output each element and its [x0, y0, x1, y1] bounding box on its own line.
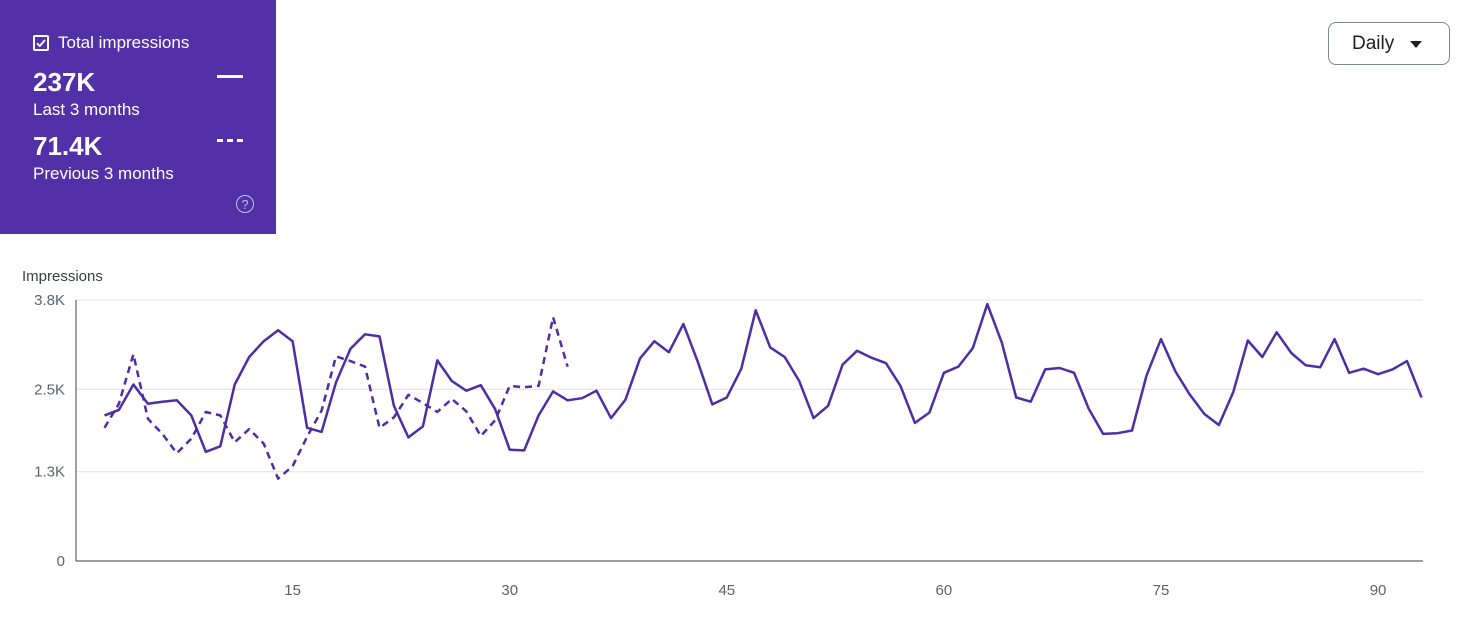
dashed-line-legend-icon	[217, 139, 243, 142]
dropdown-arrow-icon	[1410, 41, 1422, 48]
current-period-line	[104, 302, 1423, 454]
total-impressions-card[interactable]: Total impressions 237K Last 3 months 71.…	[0, 0, 276, 234]
y-axis-title: Impressions	[22, 268, 103, 285]
x-tick-label: 60	[936, 582, 953, 599]
y-tick-label: 1.3K	[34, 464, 65, 481]
granularity-dropdown[interactable]: Daily	[1328, 22, 1450, 65]
previous-period-value: 71.4K	[33, 131, 103, 161]
help-circle-icon[interactable]: ?	[236, 195, 254, 213]
current-period-label: Last 3 months	[33, 100, 140, 119]
x-tick-label: 30	[501, 582, 518, 599]
previous-period-line	[103, 315, 569, 480]
y-tick-label: 2.5K	[34, 381, 65, 398]
x-tick-label: 45	[718, 582, 735, 599]
y-tick-label: 0	[57, 553, 65, 570]
x-tick-label: 75	[1153, 582, 1170, 599]
x-tick-label: 90	[1370, 582, 1387, 599]
previous-period-label: Previous 3 months	[33, 164, 174, 183]
metric-label: Total impressions	[58, 33, 190, 52]
y-tick-label: 3.8K	[34, 292, 65, 309]
x-tick-label: 15	[284, 582, 301, 599]
solid-line-legend-icon	[217, 75, 243, 78]
current-period-value: 237K	[33, 67, 96, 97]
total-impressions-toggle[interactable]: Total impressions	[33, 33, 189, 53]
granularity-selected: Daily	[1352, 32, 1395, 54]
checkbox-checked-icon[interactable]	[33, 35, 49, 51]
